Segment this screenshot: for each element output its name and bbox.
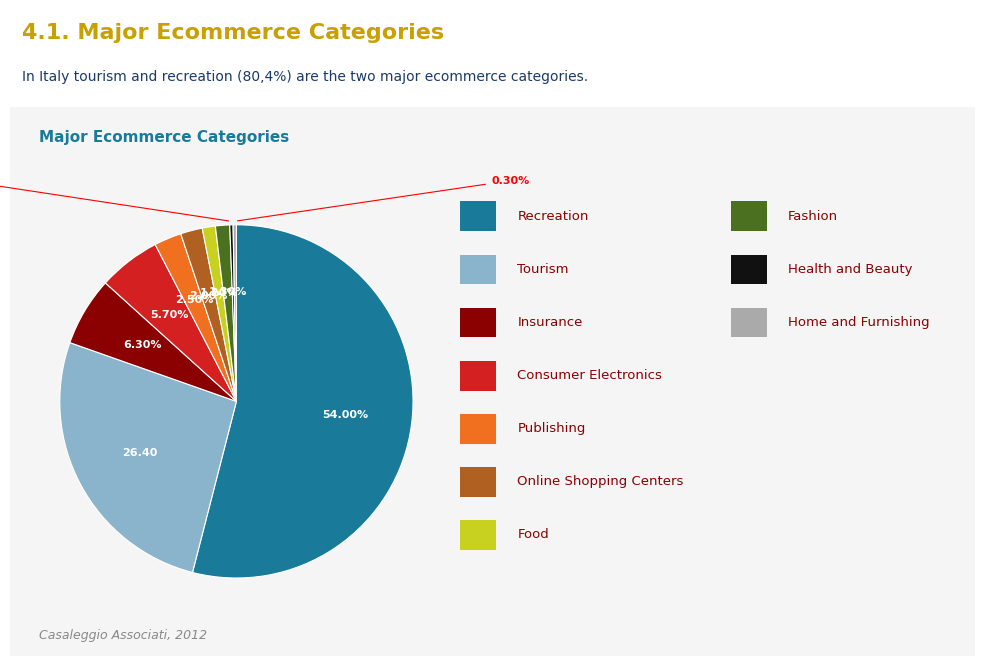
- Text: Publishing: Publishing: [517, 422, 586, 436]
- Wedge shape: [230, 225, 236, 401]
- Text: In Italy tourism and recreation (80,4%) are the two major ecommerce categories.: In Italy tourism and recreation (80,4%) …: [22, 70, 588, 84]
- Text: Food: Food: [517, 529, 549, 541]
- Text: 26.40: 26.40: [122, 448, 158, 458]
- Text: Health and Beauty: Health and Beauty: [788, 263, 913, 276]
- Bar: [460, 361, 495, 391]
- Bar: [460, 414, 495, 444]
- Text: 6.30%: 6.30%: [123, 341, 162, 351]
- Text: Casaleggio Associati, 2012: Casaleggio Associati, 2012: [39, 630, 208, 642]
- Bar: [460, 254, 495, 284]
- Text: 2.50%: 2.50%: [174, 296, 213, 306]
- Bar: [460, 201, 495, 231]
- Wedge shape: [60, 343, 236, 573]
- Text: 0.30%: 0.30%: [0, 176, 229, 221]
- Bar: [731, 201, 766, 231]
- Text: Home and Furnishing: Home and Furnishing: [788, 316, 930, 329]
- Text: 0.30%: 0.30%: [237, 176, 529, 221]
- Text: Fashion: Fashion: [788, 210, 838, 223]
- Text: 4.1. Major Ecommerce Categories: 4.1. Major Ecommerce Categories: [22, 23, 444, 43]
- Bar: [731, 254, 766, 284]
- Wedge shape: [70, 283, 236, 401]
- Text: Consumer Electronics: Consumer Electronics: [517, 369, 662, 382]
- Wedge shape: [233, 225, 236, 401]
- Wedge shape: [202, 226, 236, 401]
- Text: Insurance: Insurance: [517, 316, 583, 329]
- Text: 5.70%: 5.70%: [151, 310, 189, 320]
- Text: 1.20%: 1.20%: [200, 288, 238, 298]
- Text: Recreation: Recreation: [517, 210, 589, 223]
- Text: 54.00%: 54.00%: [322, 410, 368, 420]
- Wedge shape: [216, 225, 236, 401]
- Text: Major Ecommerce Categories: Major Ecommerce Categories: [39, 130, 290, 145]
- Wedge shape: [156, 233, 236, 401]
- Wedge shape: [105, 245, 236, 401]
- Bar: [731, 308, 766, 337]
- Wedge shape: [192, 225, 413, 578]
- Text: 2.00%: 2.00%: [189, 290, 228, 300]
- Text: Online Shopping Centers: Online Shopping Centers: [517, 475, 684, 488]
- FancyBboxPatch shape: [5, 104, 980, 658]
- Text: 1.30%: 1.30%: [209, 287, 247, 297]
- Bar: [460, 467, 495, 497]
- Wedge shape: [181, 228, 236, 401]
- Bar: [460, 520, 495, 550]
- Bar: [460, 308, 495, 337]
- Text: Tourism: Tourism: [517, 263, 569, 276]
